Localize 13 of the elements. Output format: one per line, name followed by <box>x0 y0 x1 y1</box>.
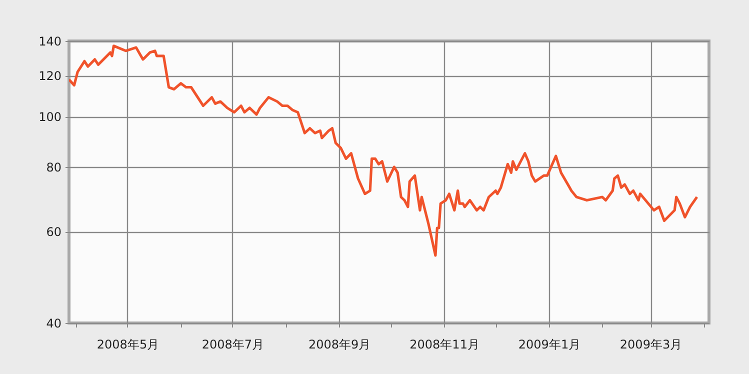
x-tick-label: 2009年3月 <box>620 338 682 352</box>
y-tick-label: 40 <box>46 316 62 330</box>
x-tick-label: 2008年7月 <box>202 338 264 352</box>
x-tick-label: 2008年11月 <box>410 338 480 352</box>
x-tick-label: 2009年1月 <box>518 338 581 352</box>
y-tick-label: 60 <box>46 225 62 240</box>
x-tick-label: 2008年5月 <box>96 338 160 352</box>
y-tick-label: 120 <box>38 69 62 84</box>
y-tick-label: 140 <box>38 34 62 48</box>
line-series <box>69 44 698 257</box>
y-tick-label: 80 <box>46 160 62 174</box>
x-tick-label: 2008年9月 <box>308 338 371 352</box>
y-tick-label: 100 <box>38 110 62 124</box>
